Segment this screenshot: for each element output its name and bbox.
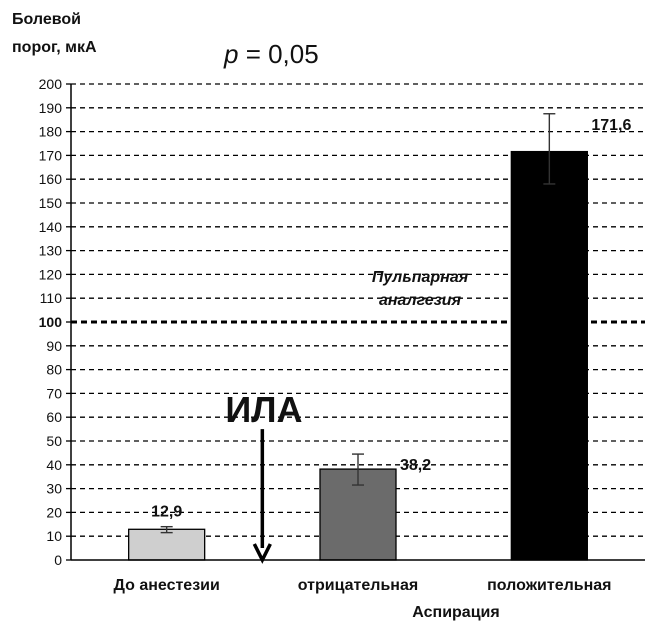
y-axis-title-line-2: порог, мкА <box>12 39 97 56</box>
ila-annotation: ИЛА <box>225 389 302 430</box>
bar <box>510 150 588 561</box>
y-tick-label: 10 <box>46 528 62 544</box>
y-tick-label: 200 <box>39 76 63 92</box>
ila-arrow-head <box>252 543 272 564</box>
y-tick-label: 0 <box>54 552 62 568</box>
y-tick-label: 150 <box>39 195 63 211</box>
y-tick-label: 80 <box>46 362 62 378</box>
x-tick-label: положительная <box>487 577 611 594</box>
y-tick-label: 160 <box>39 171 63 187</box>
y-tick-label: 180 <box>39 124 63 140</box>
y-tick-label: 60 <box>46 409 62 425</box>
y-tick-label: 120 <box>39 266 63 282</box>
y-tick-label: 110 <box>40 290 63 306</box>
data-label: 38,2 <box>400 457 431 474</box>
threshold-label-line-2: аналгезия <box>379 292 462 309</box>
y-tick-label: 100 <box>39 314 63 330</box>
p-value-symbol: p <box>223 39 238 69</box>
data-label: 171,6 <box>591 117 631 134</box>
y-tick-label: 20 <box>46 504 62 520</box>
axis-layer <box>66 83 645 561</box>
p-value-text: = 0,05 <box>238 39 318 69</box>
y-tick-label: 130 <box>39 243 63 259</box>
x-axis-title: Аспирация <box>412 604 499 621</box>
bars-layer <box>128 113 588 561</box>
y-tick-label: 170 <box>39 147 63 163</box>
y-tick-label: 50 <box>46 433 62 449</box>
y-tick-label: 40 <box>46 457 62 473</box>
y-tick-label: 90 <box>46 338 62 354</box>
y-tick-label: 140 <box>39 219 63 235</box>
y-tick-label: 30 <box>46 481 62 497</box>
y-tick-label: 190 <box>39 100 63 116</box>
data-label: 12,9 <box>151 504 182 521</box>
labels-layer: 0 10 20 30 40 50 60 70 80 90 100 110 120 130 140 150 160… <box>39 76 632 594</box>
p-value-annotation: p = 0,05 <box>223 39 319 69</box>
threshold-label-line-1: Пульпарная <box>372 269 469 286</box>
y-axis-title-line-1: Болевой <box>12 11 81 28</box>
bar <box>128 528 206 561</box>
x-tick-label: До анестезии <box>114 577 220 594</box>
y-tick-label: 70 <box>46 385 62 401</box>
x-tick-label: отрицательная <box>298 577 418 594</box>
